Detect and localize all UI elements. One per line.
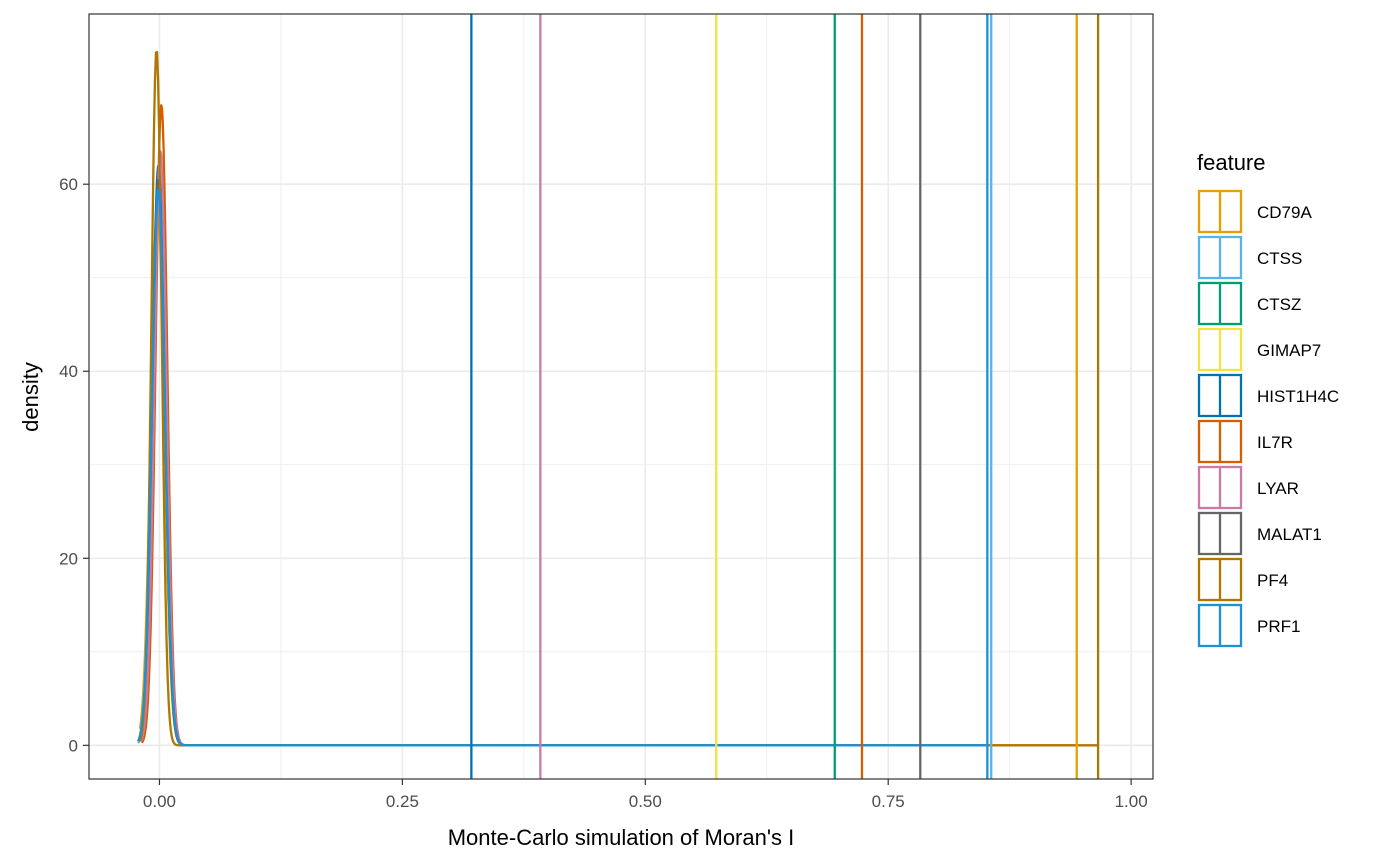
legend-key-ctsz	[1197, 281, 1243, 326]
legend-key-lyar	[1197, 465, 1243, 510]
legend-key-il7r	[1197, 419, 1243, 464]
legend-label: HIST1H4C	[1257, 387, 1339, 406]
legend-label: CTSZ	[1257, 295, 1301, 314]
legend-key-prf1	[1197, 603, 1243, 648]
y-tick-label: 40	[59, 362, 78, 381]
plot-background	[89, 14, 1153, 779]
legend-label: LYAR	[1257, 479, 1299, 498]
legend: CD79A CTSS CTSZ GIMAP7 HIST1H4C IL7R LYAR MALAT…	[1197, 189, 1339, 648]
y-axis-title: density	[18, 362, 43, 432]
x-tick-label: 0.00	[143, 792, 176, 811]
x-tick-label: 0.50	[629, 792, 662, 811]
legend-label: CD79A	[1257, 203, 1312, 222]
y-axis-ticks: 0 20 40 60	[59, 175, 89, 755]
y-tick-label: 20	[59, 549, 78, 568]
density-curves	[137, 50, 1099, 747]
legend-key-malat1	[1197, 511, 1243, 556]
legend-key-pf4	[1197, 557, 1243, 602]
legend-key-hist1h4c	[1197, 373, 1243, 418]
x-tick-label: 0.25	[386, 792, 419, 811]
x-tick-label: 0.75	[872, 792, 905, 811]
legend-key-cd79a	[1197, 189, 1243, 234]
legend-label: IL7R	[1257, 433, 1293, 452]
observed-value-lines	[470, 14, 1100, 779]
legend-title: feature	[1197, 150, 1266, 175]
density-line-prf1	[137, 188, 988, 747]
legend-label: MALAT1	[1257, 525, 1322, 544]
x-axis-ticks: 0.00 0.25 0.50 0.75 1.00	[143, 779, 1148, 811]
legend-label: PF4	[1257, 571, 1288, 590]
legend-label: PRF1	[1257, 617, 1300, 636]
x-tick-label: 1.00	[1115, 792, 1148, 811]
legend-label: CTSS	[1257, 249, 1302, 268]
legend-key-gimap7	[1197, 327, 1243, 372]
x-axis-title: Monte-Carlo simulation of Moran's I	[448, 825, 795, 850]
y-tick-label: 60	[59, 175, 78, 194]
y-tick-label: 0	[69, 736, 78, 755]
legend-key-ctss	[1197, 235, 1243, 280]
plot-border	[88, 13, 1154, 780]
legend-label: GIMAP7	[1257, 341, 1321, 360]
